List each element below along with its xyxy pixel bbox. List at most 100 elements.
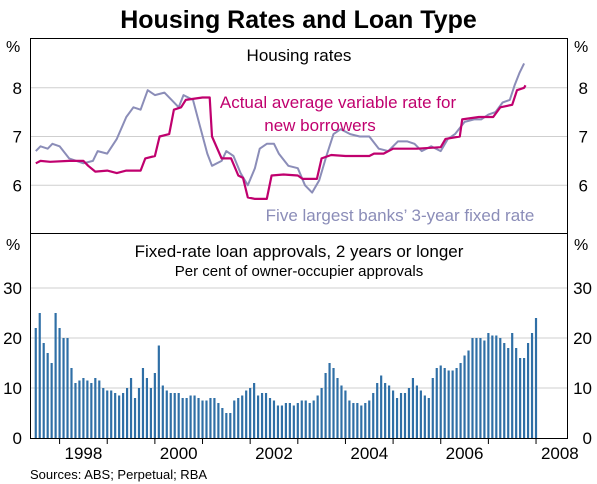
sources-note: Sources: ABS; Perpetual; RBA xyxy=(30,467,207,482)
approval-bar xyxy=(391,390,395,438)
approval-bar xyxy=(324,373,327,438)
approval-bar xyxy=(106,390,109,438)
approval-bar xyxy=(395,398,399,438)
approval-bar xyxy=(507,348,510,438)
approval-bar xyxy=(451,370,454,438)
approval-bar xyxy=(122,393,125,438)
approval-bar xyxy=(245,390,248,438)
approval-bar xyxy=(340,385,343,438)
bottom-unit-left: % xyxy=(6,237,20,254)
x-tick-label: 2008 xyxy=(541,444,579,463)
approval-bar xyxy=(495,335,498,438)
top-y-tick-left: 8 xyxy=(13,79,22,98)
approval-bar xyxy=(185,398,188,438)
approval-bar xyxy=(177,393,180,438)
approval-bar xyxy=(519,358,522,438)
top-y-tick-labels: 6 6 7 7 8 8 xyxy=(13,79,588,196)
approval-bar xyxy=(511,333,514,438)
approval-bar xyxy=(66,338,69,438)
approval-bar xyxy=(217,403,220,438)
bottom-y-tick-left: 0 xyxy=(13,429,22,448)
approval-bar xyxy=(137,388,141,438)
approval-bar xyxy=(300,400,303,438)
approval-bar xyxy=(384,383,387,438)
approval-bar xyxy=(284,403,287,438)
bottom-y-tick-right: 10 xyxy=(573,379,592,398)
variable-rate-label-line2: new borrowers xyxy=(264,116,376,135)
top-y-tick-right: 6 xyxy=(579,176,588,195)
approval-bar xyxy=(260,393,264,438)
approval-bar xyxy=(296,403,299,438)
approval-bar xyxy=(237,398,240,438)
approval-bar xyxy=(133,398,137,438)
approval-bar xyxy=(467,350,470,438)
approval-bar xyxy=(78,380,81,438)
approval-bar xyxy=(181,398,184,438)
approval-bar xyxy=(530,333,534,438)
approval-bar xyxy=(145,378,149,438)
approval-bar xyxy=(153,373,156,438)
x-tick-label: 2006 xyxy=(446,444,484,463)
approval-bar xyxy=(213,398,216,438)
approval-bar xyxy=(526,343,530,438)
bottom-panel-title: Fixed-rate loan approvals, 2 years or lo… xyxy=(135,242,464,261)
approval-bar xyxy=(201,400,204,438)
approval-bar xyxy=(415,385,418,438)
x-axis: 1998 2000 2002 2004 2006 2008 xyxy=(59,438,579,463)
approval-bar xyxy=(487,333,490,438)
approval-bar xyxy=(312,400,315,438)
approval-bar xyxy=(74,383,77,438)
approval-bar xyxy=(435,368,438,438)
approval-bar xyxy=(403,393,407,438)
approval-bar xyxy=(82,378,85,438)
approval-bar xyxy=(157,345,160,438)
approval-bar xyxy=(471,338,474,438)
approval-bar xyxy=(515,348,518,438)
approval-bar xyxy=(316,395,319,438)
approval-bar xyxy=(364,403,367,438)
approval-bar xyxy=(102,388,105,438)
top-y-tick-right: 8 xyxy=(579,79,588,98)
approval-bar xyxy=(58,328,61,438)
chart-title: Housing Rates and Loan Type xyxy=(120,6,477,34)
approval-bar xyxy=(253,383,256,438)
approval-bar xyxy=(90,383,93,438)
approval-bar xyxy=(141,368,145,438)
approval-bar xyxy=(46,353,49,438)
bottom-y-tick-right: 30 xyxy=(573,279,592,298)
approval-bar xyxy=(447,370,450,438)
approval-bar xyxy=(368,400,371,438)
approval-bar xyxy=(344,390,347,438)
approval-bar xyxy=(523,358,526,438)
approval-bar xyxy=(114,393,117,438)
approval-bar xyxy=(459,363,462,438)
approval-bar xyxy=(332,368,335,438)
approval-bar xyxy=(380,375,383,438)
approval-bar xyxy=(479,338,482,438)
approval-bar xyxy=(534,318,538,438)
approval-bar xyxy=(288,403,291,438)
approval-bar xyxy=(161,385,164,438)
approval-bar xyxy=(38,313,41,438)
approval-bar xyxy=(169,393,172,438)
top-panel-title: Housing rates xyxy=(247,46,352,65)
variable-rate-label-line1: Actual average variable rate for xyxy=(220,93,457,112)
approval-bar xyxy=(125,388,129,438)
approval-bar xyxy=(356,403,359,438)
bottom-y-tick-left: 20 xyxy=(3,329,22,348)
top-series-lines xyxy=(35,62,527,200)
bottom-unit-right: % xyxy=(574,237,588,254)
approval-bar xyxy=(62,338,65,438)
approval-bar xyxy=(475,338,478,438)
top-unit-left: % xyxy=(6,39,20,56)
approval-bar xyxy=(304,400,307,438)
approval-bar xyxy=(173,393,176,438)
bottom-y-tick-right: 20 xyxy=(573,329,592,348)
approval-bar xyxy=(276,405,280,438)
approval-bar xyxy=(372,393,375,438)
approval-bar xyxy=(308,403,311,438)
approval-bar xyxy=(463,355,466,438)
approval-bar xyxy=(229,413,232,438)
approval-bar xyxy=(86,380,89,438)
